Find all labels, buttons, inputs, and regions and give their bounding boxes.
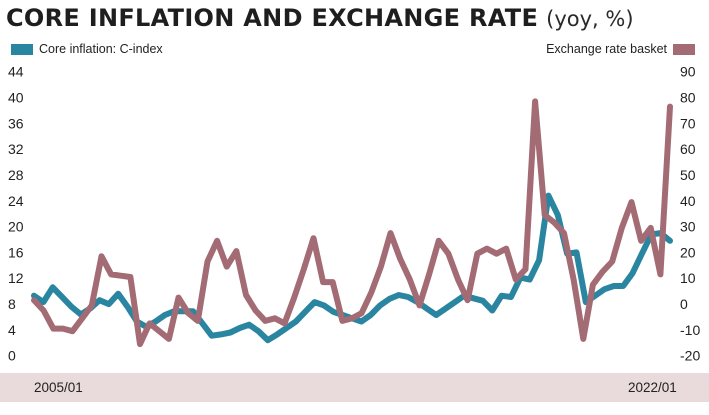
y-left-tick-label: 28 <box>8 167 24 183</box>
y-left-tick-label: 16 <box>8 244 24 260</box>
y-right-tick-label: 10 <box>680 270 696 286</box>
y-right-tick-label: 20 <box>680 244 696 260</box>
legend-left: Core inflation: C-index <box>11 42 163 56</box>
y-left-tick-label: 0 <box>8 348 16 364</box>
y-right-tick-label: 80 <box>680 90 696 106</box>
x-label-start: 2005/01 <box>34 380 83 395</box>
y-right-tick-label: 30 <box>680 219 696 235</box>
y-right-tick-label: 90 <box>680 64 696 80</box>
legend-right: Exchange rate basket <box>546 42 695 56</box>
chart-subtitle: (yoy, %) <box>546 7 634 31</box>
y-left-tick-label: 20 <box>8 219 24 235</box>
legend-label-core-inflation: Core inflation: C-index <box>39 42 163 56</box>
y-right-tick-label: 40 <box>680 193 696 209</box>
series-line-exchange-rate <box>31 98 673 348</box>
legend-label-exchange-rate: Exchange rate basket <box>546 42 667 56</box>
y-left-tick-label: 4 <box>8 322 16 338</box>
y-left-tick-label: 12 <box>8 270 24 286</box>
date-band <box>0 373 709 402</box>
chart-title-row: CORE INFLATION AND EXCHANGE RATE (yoy, %… <box>6 4 634 38</box>
y-left-tick-label: 24 <box>8 193 24 209</box>
y-right-tick-label: 0 <box>680 296 688 312</box>
line-chart: 0 4 8 12 16 20 24 28 32 36 40 44 -20 -10 0 10 20 30 40 50 60… <box>8 64 700 364</box>
chart-title: CORE INFLATION AND EXCHANGE RATE <box>6 4 539 32</box>
y-right-tick-label: 60 <box>680 141 696 157</box>
y-right-tick-label: -10 <box>680 322 700 338</box>
y-left-tick-label: 8 <box>8 296 16 312</box>
y-right-tick-label: -20 <box>680 348 700 364</box>
y-left-tick-label: 36 <box>8 115 24 131</box>
y-left-tick-label: 32 <box>8 141 24 157</box>
y-left-tick-label: 44 <box>8 64 24 80</box>
y-right-tick-label: 50 <box>680 167 696 183</box>
legend-swatch-core-inflation <box>11 43 33 55</box>
x-label-end: 2022/01 <box>628 380 677 395</box>
y-right-tick-label: 70 <box>680 115 696 131</box>
legend-swatch-exchange-rate <box>673 43 695 55</box>
y-left-tick-label: 40 <box>8 90 24 106</box>
